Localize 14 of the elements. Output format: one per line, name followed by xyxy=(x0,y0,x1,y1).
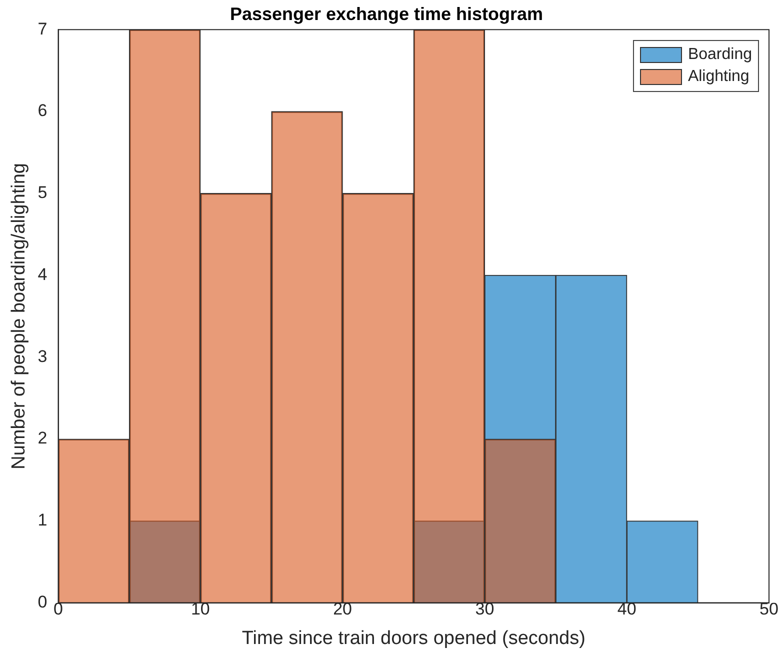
y-tick-label: 4 xyxy=(38,264,48,284)
y-axis-title: Number of people boarding/alighting xyxy=(8,163,30,470)
x-tick-label: 50 xyxy=(760,600,778,619)
y-tick-label: 7 xyxy=(38,19,48,38)
x-axis-title: Time since train doors opened (seconds) xyxy=(242,628,586,649)
y-tick-label: 2 xyxy=(38,428,48,448)
y-tick-label: 6 xyxy=(38,101,48,120)
y-tick-label: 1 xyxy=(38,510,48,530)
legend-label: Alighting xyxy=(688,68,750,86)
y-tick-label: 5 xyxy=(38,183,48,202)
legend-label: Boarding xyxy=(688,46,752,64)
x-tick-label: 0 xyxy=(54,600,63,619)
chart-title: Passenger exchange time histogram xyxy=(230,4,544,24)
y-tick-label: 3 xyxy=(38,346,48,366)
